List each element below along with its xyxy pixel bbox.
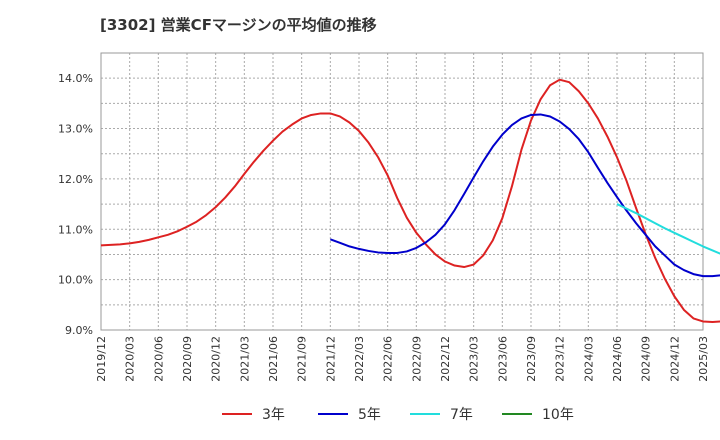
x-tick-label: 2021/12 bbox=[324, 336, 337, 382]
series-line-2 bbox=[616, 203, 720, 255]
legend-label-3: 10年 bbox=[542, 407, 574, 423]
legend: 3年 5年 7年 10年 bbox=[222, 407, 574, 423]
legend-label-2: 7年 bbox=[450, 407, 473, 423]
legend-label-1: 5年 bbox=[358, 407, 381, 423]
y-tick-label: 10.0% bbox=[58, 274, 93, 287]
y-tick-label: 11.0% bbox=[58, 223, 93, 236]
x-tick-label: 2022/03 bbox=[353, 336, 366, 382]
x-tick-label: 2023/06 bbox=[496, 336, 509, 382]
y-tick-label: 13.0% bbox=[58, 123, 93, 136]
x-tick-label: 2022/09 bbox=[410, 336, 423, 382]
x-tick-label: 2023/12 bbox=[554, 336, 567, 382]
x-tick-label: 2022/06 bbox=[382, 336, 395, 382]
legend-label-0: 3年 bbox=[262, 407, 285, 423]
x-axis: 2019/12 2020/03 2020/06 2020/09 2020/12 2021/… bbox=[95, 336, 710, 382]
x-tick-label: 2025/03 bbox=[697, 336, 710, 382]
x-tick-label: 2023/09 bbox=[525, 336, 538, 382]
x-tick-label: 2019/12 bbox=[95, 336, 108, 382]
x-tick-label: 2024/03 bbox=[582, 336, 595, 382]
x-tick-label: 2024/12 bbox=[668, 336, 681, 382]
x-tick-label: 2023/03 bbox=[468, 336, 481, 382]
chart-title: [3302] 営業CFマージンの平均値の推移 bbox=[100, 16, 377, 34]
x-tick-label: 2020/03 bbox=[124, 336, 137, 382]
series-line-0 bbox=[100, 78, 720, 323]
y-axis: 9.0% 10.0% 11.0% 12.0% 13.0% 14.0% bbox=[58, 72, 93, 337]
y-tick-label: 12.0% bbox=[58, 173, 93, 186]
series-line-1 bbox=[329, 113, 720, 278]
x-tick-label: 2020/12 bbox=[210, 336, 223, 382]
x-tick-label: 2024/09 bbox=[640, 336, 653, 382]
y-tick-label: 14.0% bbox=[58, 72, 93, 85]
x-tick-label: 2020/09 bbox=[181, 336, 194, 382]
y-tick-label: 9.0% bbox=[65, 324, 93, 337]
x-tick-label: 2021/09 bbox=[296, 336, 309, 382]
x-tick-label: 2020/06 bbox=[152, 336, 165, 382]
x-tick-label: 2024/06 bbox=[611, 336, 624, 382]
series-layer bbox=[100, 78, 720, 323]
plot-frame bbox=[100, 52, 704, 331]
x-tick-label: 2022/12 bbox=[439, 336, 452, 382]
x-tick-label: 2021/03 bbox=[238, 336, 251, 382]
x-tick-label: 2021/06 bbox=[267, 336, 280, 382]
grid bbox=[101, 53, 703, 330]
